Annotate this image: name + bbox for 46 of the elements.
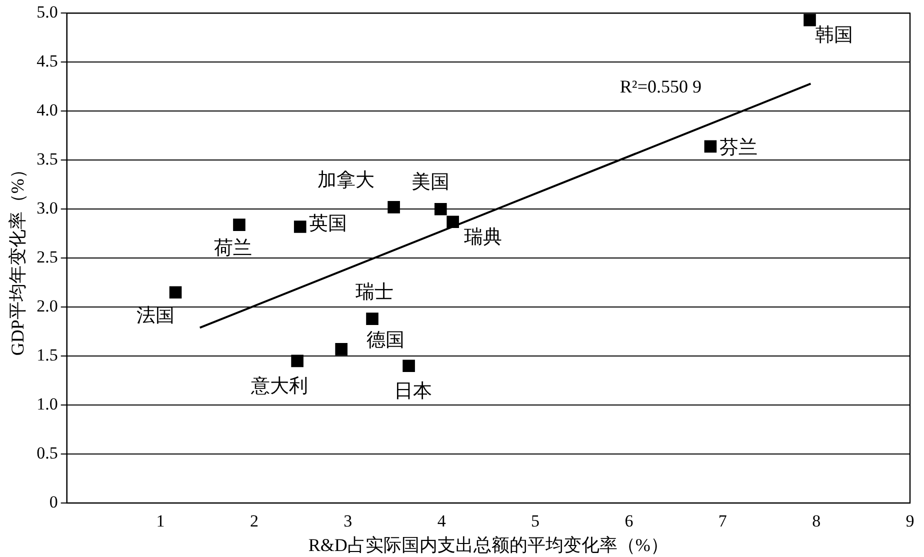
annotation: 荷兰 [214,238,252,259]
point [704,140,717,153]
annotation: R²=0.550 9 [620,76,702,96]
y-tick-label: 2.0 [36,296,58,316]
y-tick-label: 4.0 [36,100,58,120]
y-tick-label: 3.5 [36,150,58,169]
annotation: 美国 [412,171,450,194]
annotation: 加拿大 [317,170,374,192]
x-tick-label: 5 [531,512,540,531]
point [169,286,182,299]
y-tick-label: 1.5 [36,346,58,365]
point [388,201,400,214]
annotation: 德国 [366,330,404,352]
annotation: 瑞士 [355,282,394,303]
x-tick-label: 3 [344,512,352,531]
point [402,360,415,372]
point [233,218,246,231]
y-tick-label: 2.5 [36,248,58,267]
x-tick-label: 1 [156,512,165,531]
point [291,354,304,368]
x-tick-label: 7 [718,512,728,531]
point [804,14,816,26]
x-tick-label: 2 [250,512,258,531]
annotation: 意大利 [250,376,308,397]
point [366,312,378,325]
y-tick-label: 0 [49,492,58,512]
y-tick-label: 5.0 [36,2,58,22]
y-tick-label: 1.0 [36,394,58,414]
x-tick-label: 9 [906,512,914,531]
x-tick-label: 4 [437,512,446,531]
x-tick-label: 8 [812,512,821,531]
y-axis-title: GDP平均年变化率（%） [8,160,28,356]
annotation: 芬兰 [719,137,758,158]
point [294,220,306,233]
point [446,216,459,228]
point [434,202,447,216]
y-tick-label: 4.5 [36,52,58,71]
x-axis-title: R&D占实际国内支出总额的平均变化率（%） [308,534,668,555]
point [335,343,348,356]
annotation: 日本 [394,380,432,402]
annotation: 韩国 [814,25,853,46]
y-tick-label: 3.0 [36,198,58,218]
x-tick-label: 6 [624,512,634,531]
annotation: 瑞典 [464,226,502,248]
y-tick-label: 0.5 [36,443,58,462]
annotation: 英国 [309,214,348,235]
